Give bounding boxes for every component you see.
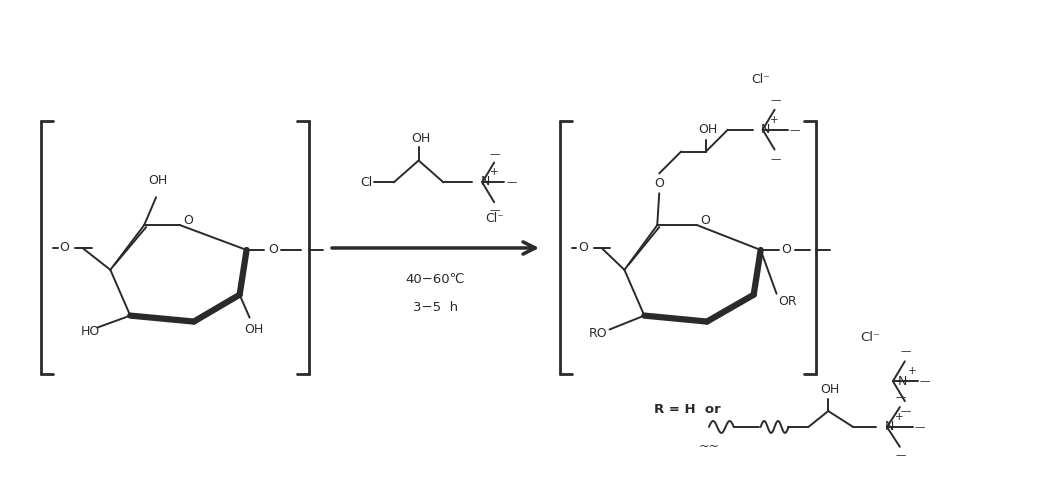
Text: —: — [790,124,800,135]
Text: O: O [781,244,792,256]
Text: Cl⁻: Cl⁻ [751,74,770,86]
Text: Cl⁻: Cl⁻ [860,331,880,344]
Text: —: — [920,376,930,386]
Text: R = H  or: R = H or [654,403,721,416]
Text: N: N [898,375,907,388]
Text: N: N [760,123,770,136]
Text: —: — [771,154,781,165]
Text: O: O [700,214,710,227]
Text: —: — [490,205,501,215]
Text: O: O [654,177,665,190]
Text: O: O [183,214,193,227]
Text: OH: OH [411,132,430,145]
Text: N: N [480,175,489,188]
Text: —: — [507,177,518,187]
Text: O: O [269,244,278,256]
Text: ~~: ~~ [698,441,719,453]
Text: OH: OH [821,383,840,396]
Text: —: — [901,406,911,416]
Text: 3−5  h: 3−5 h [413,301,458,314]
Text: HO: HO [81,325,100,338]
Text: OH: OH [244,323,264,336]
Text: —: — [901,346,911,356]
Text: OH: OH [698,123,717,136]
Text: —: — [896,392,906,402]
Text: —: — [490,149,501,160]
Text: Cl⁻: Cl⁻ [486,212,505,224]
Text: +: + [490,168,499,177]
Text: O: O [60,242,69,254]
Text: 40−60℃: 40−60℃ [405,273,465,286]
Text: O: O [579,242,589,254]
Text: —: — [771,95,781,105]
Text: —: — [896,450,906,460]
Text: —: — [915,422,925,432]
Text: +: + [907,367,916,376]
Text: N: N [885,420,895,434]
Text: Cl: Cl [360,176,373,189]
Text: +: + [771,115,779,125]
Text: RO: RO [589,327,608,340]
Text: +: + [895,412,903,422]
Text: OH: OH [148,174,168,187]
Text: OR: OR [778,295,797,308]
